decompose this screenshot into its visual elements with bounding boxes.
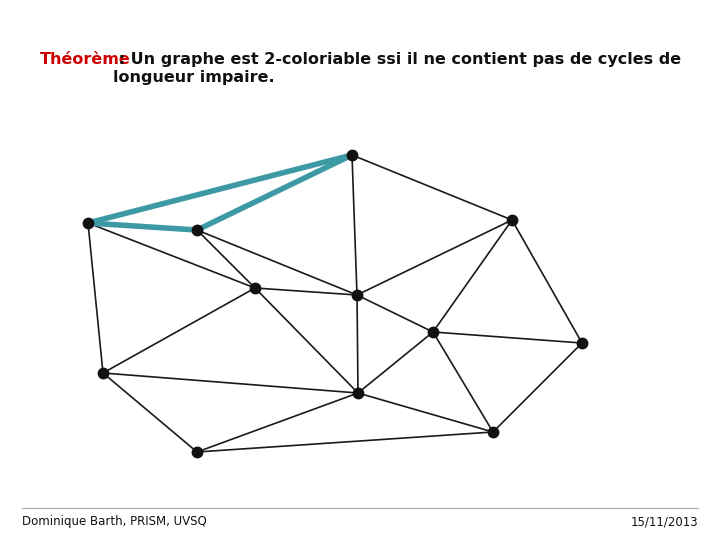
Text: 15/11/2013: 15/11/2013 — [631, 516, 698, 529]
Text: Théorème: Théorème — [40, 52, 131, 67]
Text: : Un graphe est 2-coloriable ssi il ne contient pas de cycles de: : Un graphe est 2-coloriable ssi il ne c… — [113, 52, 681, 67]
Text: Dominique Barth, PRISM, UVSQ: Dominique Barth, PRISM, UVSQ — [22, 516, 207, 529]
Text: longueur impaire.: longueur impaire. — [113, 70, 274, 85]
